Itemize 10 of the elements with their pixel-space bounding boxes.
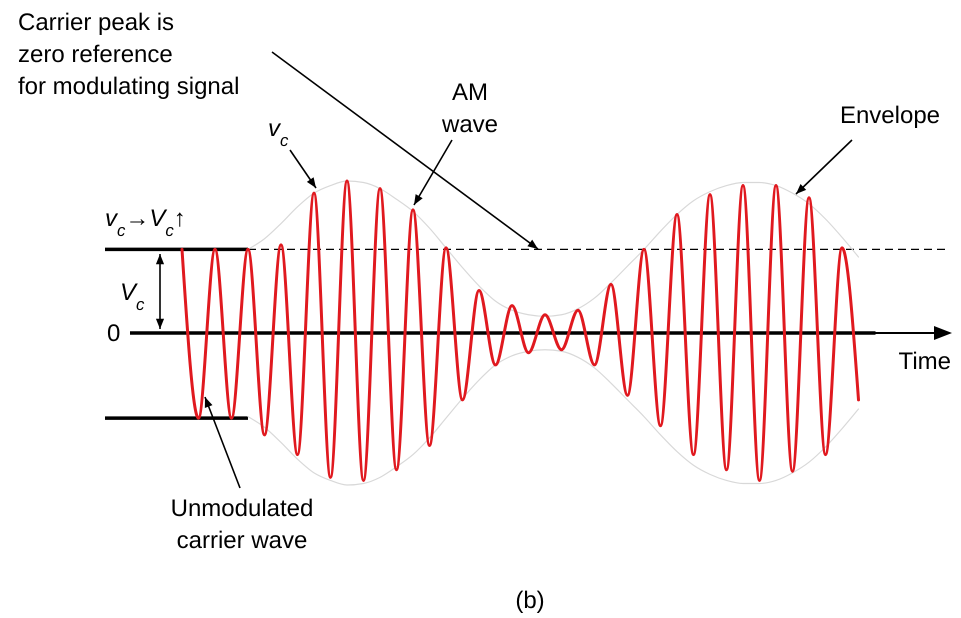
text: 0: [107, 320, 120, 347]
text: (b): [515, 587, 545, 614]
text: Carrier peak is zero reference for modulating signal: [18, 9, 240, 100]
text: Envelope: [840, 102, 940, 129]
annotation: v$_{c}$→V$_{c}$↑: [105, 205, 186, 240]
text: AM wave: [440, 79, 498, 138]
text: v$_{c}$: [268, 115, 289, 150]
x-axis-title: Time: [898, 348, 951, 375]
text: V$_{c}$: [120, 279, 146, 314]
text: Unmodulated carrier wave: [170, 495, 314, 554]
